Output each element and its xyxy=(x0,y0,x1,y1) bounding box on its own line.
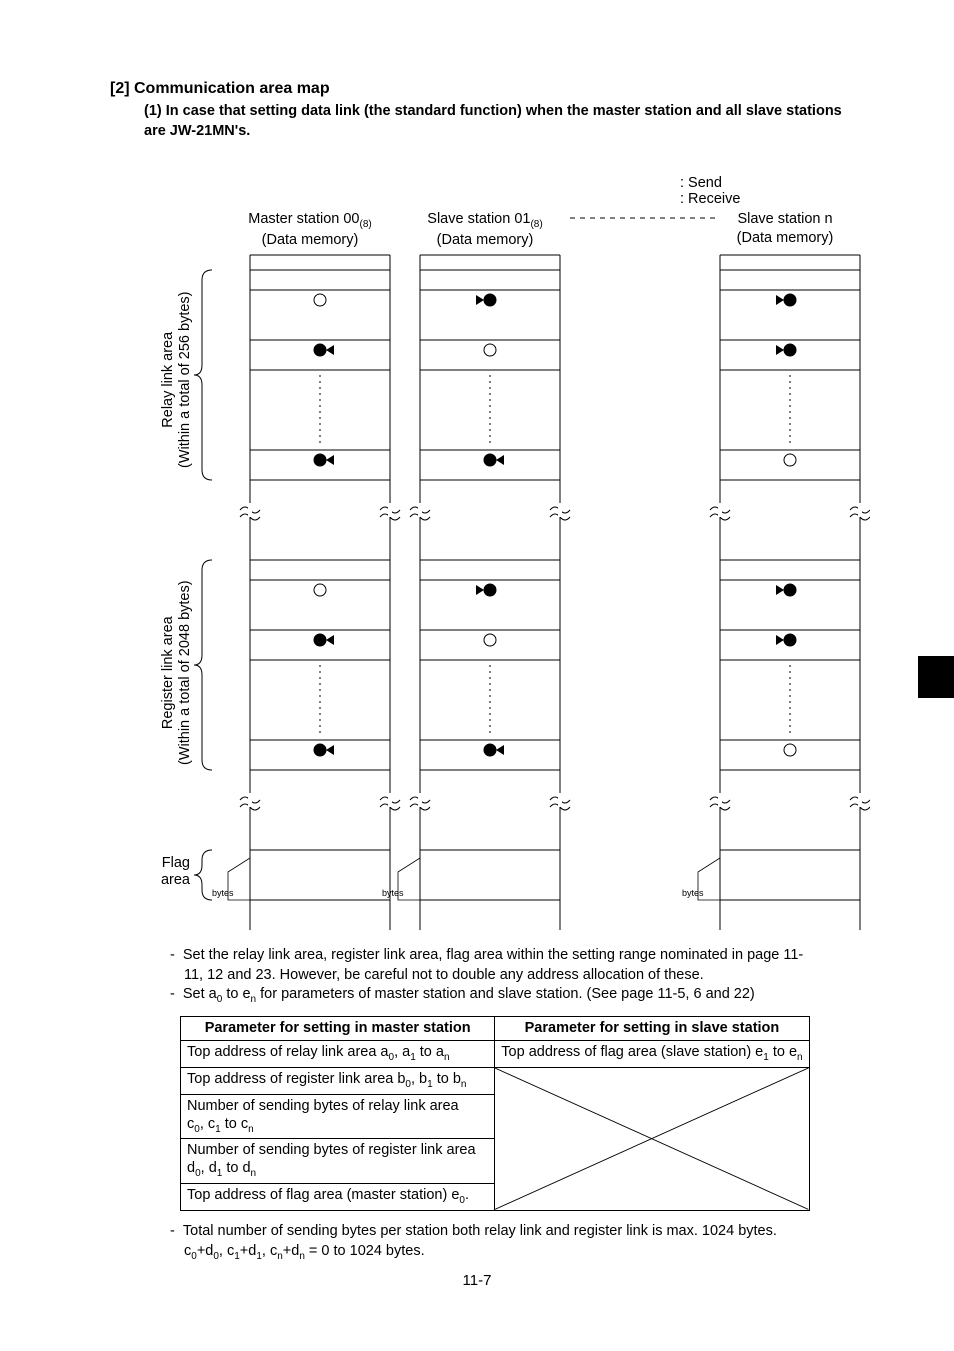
note-2: - Set a0 to en for parameters of master … xyxy=(170,985,854,1006)
cell-r3c1: Number of sending bytes of relay link ar… xyxy=(181,1095,495,1139)
cell-r1c1: Top address of relay link area a0, a1 to… xyxy=(181,1041,495,1068)
diagram: Master station 00(8) (Data memory) Slave… xyxy=(110,210,870,930)
param-table: Parameter for setting in master station … xyxy=(180,1016,810,1211)
legend-send: : Send xyxy=(680,175,740,191)
note-1: - Set the relay link area, register link… xyxy=(170,946,854,966)
th-master: Parameter for setting in master station xyxy=(181,1017,495,1041)
legend-receive: : Receive xyxy=(680,191,740,207)
cell-r4c1: Number of sending bytes of register link… xyxy=(181,1139,495,1183)
th-slave: Parameter for setting in slave station xyxy=(495,1017,809,1041)
footnote-line2: c0+d0, c1+d1, cn+dn = 0 to 1024 bytes. xyxy=(170,1242,854,1263)
cell-r1c2: Top address of flag area (slave station)… xyxy=(495,1041,809,1068)
cell-diag xyxy=(495,1068,809,1210)
notes-block: - Set the relay link area, register link… xyxy=(170,946,854,1007)
cell-r5c1: Top address of flag area (master station… xyxy=(181,1183,495,1210)
diagram-svg xyxy=(110,210,870,930)
side-tab xyxy=(918,656,954,698)
footnote: - Total number of sending bytes per stat… xyxy=(170,1222,854,1263)
note-1b: 11, 12 and 23. However, be careful not t… xyxy=(170,966,854,986)
subsection-title: (1) In case that setting data link (the … xyxy=(144,102,864,141)
page-number: 11-7 xyxy=(0,1272,954,1289)
cell-r2c1: Top address of register link area b0, b1… xyxy=(181,1068,495,1095)
footnote-line1: - Total number of sending bytes per stat… xyxy=(170,1222,854,1242)
section-title: [2] Communication area map xyxy=(110,80,864,98)
legend-block: : Send : Receive xyxy=(680,175,740,207)
